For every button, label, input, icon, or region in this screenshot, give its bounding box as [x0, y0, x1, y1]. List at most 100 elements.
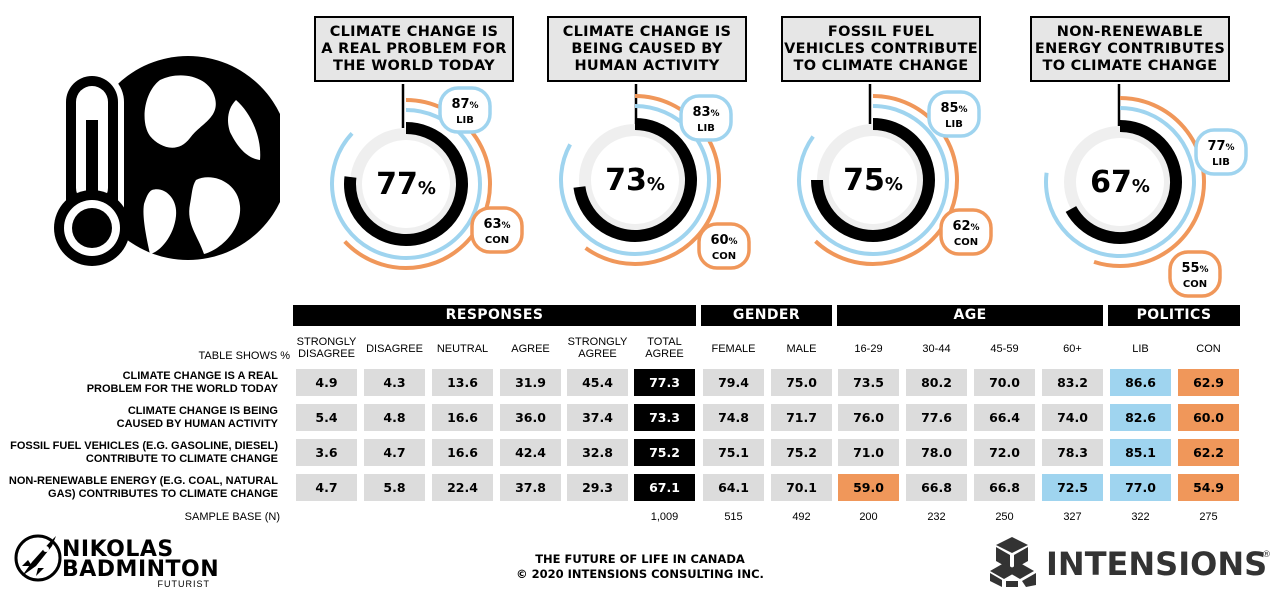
svg-text:LIB: LIB — [697, 123, 715, 134]
svg-text:LIB: LIB — [945, 119, 963, 130]
donut-total-arc — [344, 122, 468, 246]
svg-text:CON: CON — [485, 235, 509, 246]
donut-title: FOSSIL FUEL VEHICLES CONTRIBUTE TO CLIMA… — [781, 16, 981, 82]
donut-lib-arc — [330, 108, 482, 260]
column-header: STRONGLY DISAGREE — [296, 336, 357, 360]
donut-title: CLIMATE CHANGE IS A REAL PROBLEM FOR THE… — [314, 16, 514, 82]
table-cell: 45.4 — [567, 369, 628, 396]
table-cell: 76.0 — [838, 404, 899, 431]
table-cell: 16.6 — [432, 439, 493, 466]
lib-badge: 77% LIB — [1194, 128, 1248, 176]
table-cell: 85.1 — [1110, 439, 1171, 466]
table-cell: 82.6 — [1110, 404, 1171, 431]
table-cell: 4.7 — [296, 474, 357, 501]
table-cell: 66.4 — [974, 404, 1035, 431]
group-header: AGE — [837, 305, 1103, 326]
donut-lib-arc — [797, 104, 949, 256]
table-cell: 75.0 — [771, 369, 832, 396]
cubes-icon — [990, 537, 1036, 587]
lib-badge: 83% LIB — [679, 94, 733, 142]
table-cell: 54.9 — [1178, 474, 1239, 501]
table-cell: 77.3 — [634, 369, 695, 396]
donut-con-arc — [1093, 96, 1206, 268]
table-cell: 78.3 — [1042, 439, 1103, 466]
table-cell: 31.9 — [500, 369, 561, 396]
table-cell: 62.9 — [1178, 369, 1239, 396]
table-cell: 75.2 — [771, 439, 832, 466]
sample-base-value: 515 — [724, 511, 743, 523]
table-cell: 37.4 — [567, 404, 628, 431]
table-cell: 71.0 — [838, 439, 899, 466]
svg-text:55%: 55% — [1181, 261, 1208, 276]
footer-credit: THE FUTURE OF LIFE IN CANADA © 2020 INTE… — [440, 552, 840, 582]
svg-text:63%: 63% — [483, 217, 510, 232]
brand-right-mark: ® — [1262, 550, 1270, 560]
column-header: 30-44 — [922, 343, 951, 355]
table-cell: 4.9 — [296, 369, 357, 396]
rocket-icon — [14, 534, 62, 582]
table-cell: 75.2 — [634, 439, 695, 466]
column-header: MALE — [786, 343, 817, 355]
svg-text:CON: CON — [954, 237, 978, 248]
group-header: RESPONSES — [293, 305, 696, 326]
column-header: LIB — [1132, 343, 1149, 355]
column-header: CON — [1196, 343, 1221, 355]
brand-logo-right: INTENSIONS ® — [990, 537, 1270, 587]
table-cell: 70.0 — [974, 369, 1035, 396]
row-label: NON-RENEWABLE ENERGY (E.G. COAL, NATURAL… — [8, 475, 278, 500]
table-cell: 79.4 — [703, 369, 764, 396]
sample-base-label: SAMPLE BASE (N) — [184, 511, 280, 523]
group-header: POLITICS — [1108, 305, 1240, 326]
column-header: NEUTRAL — [436, 343, 489, 355]
con-badge: 55% CON — [1168, 250, 1222, 298]
donut-total-value: 67% — [1090, 165, 1150, 200]
donut-total-value: 73% — [605, 163, 665, 198]
table-cell: 71.7 — [771, 404, 832, 431]
table-cell: 13.6 — [432, 369, 493, 396]
table-cell: 5.4 — [296, 404, 357, 431]
donut-title: NON-RENEWABLE ENERGY CONTRIBUTES TO CLIM… — [1030, 16, 1230, 82]
svg-text:87%: 87% — [451, 97, 478, 112]
table-cell: 77.6 — [906, 404, 967, 431]
column-header: 45-59 — [990, 343, 1019, 355]
table-cell: 60.0 — [1178, 404, 1239, 431]
table-cell: 75.1 — [703, 439, 764, 466]
con-badge: 62% CON — [939, 208, 993, 256]
column-header: 60+ — [1063, 343, 1082, 355]
table-cell: 16.6 — [432, 404, 493, 431]
svg-text:77%: 77% — [1207, 139, 1234, 154]
table-cell: 86.6 — [1110, 369, 1171, 396]
sample-base-value: 200 — [859, 511, 878, 523]
brand-left-name1: NIKOLAS — [62, 537, 174, 562]
svg-text:LIB: LIB — [1212, 157, 1230, 168]
table-cell: 66.8 — [974, 474, 1035, 501]
table-cell: 80.2 — [906, 369, 967, 396]
table-cell: 70.1 — [771, 474, 832, 501]
table-cell: 77.0 — [1110, 474, 1171, 501]
table-cell: 78.0 — [906, 439, 967, 466]
lib-badge: 87% LIB — [438, 86, 492, 134]
table-cell: 72.5 — [1042, 474, 1103, 501]
sample-base-value: 327 — [1063, 511, 1082, 523]
table-shows-label: TABLE SHOWS % — [198, 350, 290, 362]
sample-base-value: 250 — [995, 511, 1014, 523]
table-cell: 74.8 — [703, 404, 764, 431]
svg-text:CON: CON — [712, 251, 736, 262]
svg-text:60%: 60% — [710, 233, 737, 248]
table-cell: 59.0 — [838, 474, 899, 501]
svg-text:85%: 85% — [940, 101, 967, 116]
svg-text:CON: CON — [1183, 279, 1207, 290]
table-cell: 62.2 — [1178, 439, 1239, 466]
con-badge: 60% CON — [697, 222, 751, 270]
group-header: GENDER — [701, 305, 832, 326]
footer-copyright: © 2020 INTENSIONS CONSULTING INC. — [516, 567, 764, 581]
table-cell: 5.8 — [364, 474, 425, 501]
brand-left-name2: BADMINTON — [62, 557, 219, 582]
con-badge: 63% CON — [470, 206, 524, 254]
donut-total-arc — [811, 118, 935, 242]
table-cell: 3.6 — [296, 439, 357, 466]
column-header: AGREE — [511, 343, 550, 355]
donut-title: CLIMATE CHANGE IS BEING CAUSED BY HUMAN … — [547, 16, 747, 82]
table-cell: 66.8 — [906, 474, 967, 501]
lib-badge: 85% LIB — [927, 90, 981, 138]
